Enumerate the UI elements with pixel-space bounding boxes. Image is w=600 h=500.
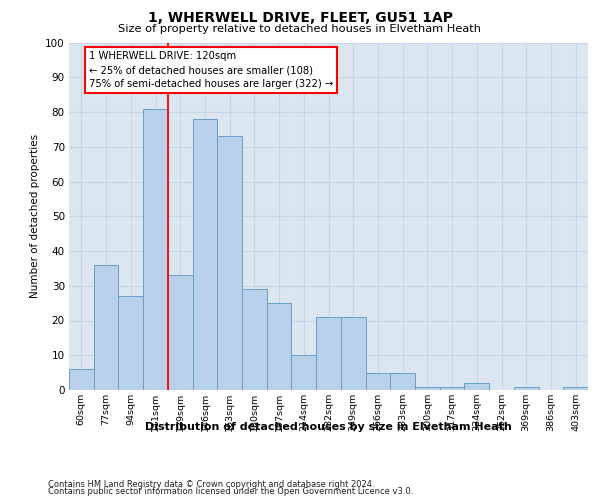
Bar: [143, 108, 168, 390]
Text: Size of property relative to detached houses in Elvetham Heath: Size of property relative to detached ho…: [119, 24, 482, 34]
Bar: [341, 317, 365, 390]
Bar: [217, 136, 242, 390]
Y-axis label: Number of detached properties: Number of detached properties: [29, 134, 40, 298]
Bar: [464, 383, 489, 390]
Bar: [563, 386, 588, 390]
Text: Contains public sector information licensed under the Open Government Licence v3: Contains public sector information licen…: [48, 488, 413, 496]
Text: 1 WHERWELL DRIVE: 120sqm
← 25% of detached houses are smaller (108)
75% of semi-: 1 WHERWELL DRIVE: 120sqm ← 25% of detach…: [89, 51, 333, 89]
Bar: [118, 296, 143, 390]
Bar: [514, 386, 539, 390]
Bar: [267, 303, 292, 390]
Text: Distribution of detached houses by size in Elvetham Heath: Distribution of detached houses by size …: [145, 422, 512, 432]
Bar: [94, 265, 118, 390]
Bar: [316, 317, 341, 390]
Bar: [168, 276, 193, 390]
Bar: [390, 372, 415, 390]
Bar: [193, 119, 217, 390]
Bar: [292, 355, 316, 390]
Text: 1, WHERWELL DRIVE, FLEET, GU51 1AP: 1, WHERWELL DRIVE, FLEET, GU51 1AP: [148, 11, 452, 25]
Bar: [242, 289, 267, 390]
Bar: [69, 369, 94, 390]
Bar: [415, 386, 440, 390]
Bar: [440, 386, 464, 390]
Text: Contains HM Land Registry data © Crown copyright and database right 2024.: Contains HM Land Registry data © Crown c…: [48, 480, 374, 489]
Bar: [365, 372, 390, 390]
